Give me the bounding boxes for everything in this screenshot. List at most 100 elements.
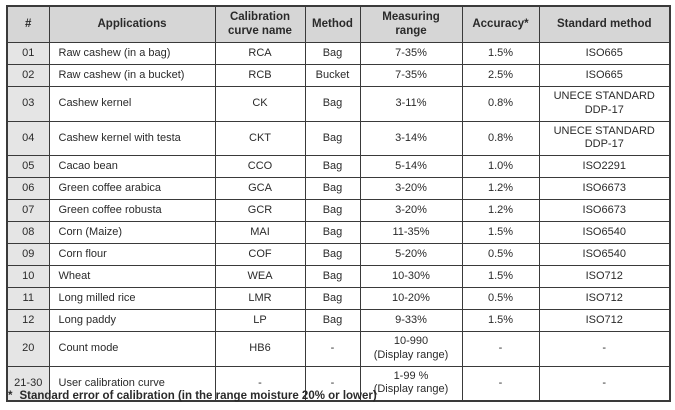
cell-standard: ISO6673 — [538, 177, 671, 201]
table-row: 04 Cashew kernel with testa CKT Bag 3-14% 0.8… — [6, 120, 671, 157]
cell-accuracy: 2.5% — [461, 64, 540, 88]
cell-range: 1-99 % (Display range) — [359, 365, 463, 402]
col-header-applications: Applications — [48, 5, 216, 44]
cell-accuracy: 0.5% — [461, 243, 540, 267]
cell-num: 11 — [6, 287, 50, 311]
col-header-calibration-curve: Calibration curve name — [214, 5, 306, 44]
cell-standard: ISO6540 — [538, 221, 671, 245]
cell-num: 06 — [6, 177, 50, 201]
cell-range: 3-14% — [359, 120, 463, 157]
cell-accuracy: 1.2% — [461, 199, 540, 223]
cell-curve: COF — [214, 243, 306, 267]
cell-method: - — [304, 331, 361, 367]
cell-range: 9-33% — [359, 309, 463, 333]
cell-app: Corn flour — [48, 243, 216, 267]
cell-num: 09 — [6, 243, 50, 267]
cell-accuracy: 0.8% — [461, 120, 540, 157]
cell-standard: ISO712 — [538, 265, 671, 289]
table-row: 01 Raw cashew (in a bag) RCA Bag 7-35% 1.5% IS… — [6, 42, 671, 66]
cell-curve: GCR — [214, 199, 306, 223]
cell-app: Cashew kernel with testa — [48, 120, 216, 157]
cell-range: 11-35% — [359, 221, 463, 245]
cell-method: Bag — [304, 221, 361, 245]
table-row: 11 Long milled rice LMR Bag 10-20% 0.5% ISO712 — [6, 287, 671, 311]
cell-range: 3-20% — [359, 199, 463, 223]
cell-curve: LP — [214, 309, 306, 333]
cell-range: 7-35% — [359, 64, 463, 88]
cell-num: 08 — [6, 221, 50, 245]
cell-curve: RCB — [214, 64, 306, 88]
cell-standard: ISO712 — [538, 287, 671, 311]
cell-standard: - — [538, 331, 671, 367]
table-row: 10 Wheat WEA Bag 10-30% 1.5% ISO712 — [6, 265, 671, 289]
cell-accuracy: - — [461, 331, 540, 367]
cell-range: 10-30% — [359, 265, 463, 289]
cell-method: Bag — [304, 199, 361, 223]
table-row: 12 Long paddy LP Bag 9-33% 1.5% ISO712 — [6, 309, 671, 333]
cell-app: Cacao bean — [48, 155, 216, 179]
col-header-measuring-range: Measuring range — [359, 5, 463, 44]
cell-method: Bag — [304, 42, 361, 66]
table-row: 06 Green coffee arabica GCA Bag 3-20% 1.2% ISO… — [6, 177, 671, 201]
calibration-table: # Applications Calibration curve name Me… — [6, 5, 671, 403]
cell-range: 5-20% — [359, 243, 463, 267]
cell-method: Bag — [304, 265, 361, 289]
table-row: 05 Cacao bean CCO Bag 5-14% 1.0% ISO2291 — [6, 155, 671, 179]
cell-app: Raw cashew (in a bucket) — [48, 64, 216, 88]
table-row: 08 Corn (Maize) MAI Bag 11-35% 1.5% ISO6540 — [6, 221, 671, 245]
cell-curve: CCO — [214, 155, 306, 179]
cell-standard: ISO665 — [538, 42, 671, 66]
cell-range: 10-20% — [359, 287, 463, 311]
cell-method: Bag — [304, 177, 361, 201]
cell-standard: ISO6673 — [538, 199, 671, 223]
cell-standard: ISO6540 — [538, 243, 671, 267]
cell-app: Cashew kernel — [48, 86, 216, 122]
cell-standard: UNECE STANDARD DDP-17 — [538, 86, 671, 122]
cell-method: Bucket — [304, 64, 361, 88]
cell-accuracy: 0.8% — [461, 86, 540, 122]
cell-curve: HB6 — [214, 331, 306, 367]
cell-curve: RCA — [214, 42, 306, 66]
cell-accuracy: 1.5% — [461, 42, 540, 66]
table-row: 09 Corn flour COF Bag 5-20% 0.5% ISO6540 — [6, 243, 671, 267]
table-header: # Applications Calibration curve name Me… — [6, 5, 671, 44]
cell-accuracy: - — [461, 365, 540, 402]
cell-method: Bag — [304, 155, 361, 179]
cell-range: 7-35% — [359, 42, 463, 66]
cell-num: 03 — [6, 86, 50, 122]
cell-num: 21-30 — [6, 365, 50, 402]
footnote-text: Standard error of calibration (in the ra… — [19, 390, 377, 402]
cell-app: Count mode — [48, 331, 216, 367]
table-row: 21-30 User calibration curve - -1-99 % (Dis… — [6, 365, 671, 402]
cell-curve: - — [214, 365, 306, 402]
cell-range: 5-14% — [359, 155, 463, 179]
cell-range: 10-990 (Display range) — [359, 331, 463, 367]
cell-app: Green coffee arabica — [48, 177, 216, 201]
table-row: 02 Raw cashew (in a bucket) RCB Bucket 7-35%… — [6, 64, 671, 88]
table-row: 03 Cashew kernel CK Bag 3-11% 0.8% UNECE STAND… — [6, 86, 671, 122]
cell-num: 02 — [6, 64, 50, 88]
cell-method: Bag — [304, 86, 361, 122]
cell-app: Corn (Maize) — [48, 221, 216, 245]
cell-num: 04 — [6, 120, 50, 157]
cell-app: Long milled rice — [48, 287, 216, 311]
cell-standard: ISO2291 — [538, 155, 671, 179]
cell-method: Bag — [304, 309, 361, 333]
cell-curve: CK — [214, 86, 306, 122]
cell-accuracy: 1.0% — [461, 155, 540, 179]
cell-method: Bag — [304, 120, 361, 157]
cell-curve: LMR — [214, 287, 306, 311]
cell-standard: UNECE STANDARD DDP-17 — [538, 120, 671, 157]
cell-accuracy: 1.5% — [461, 265, 540, 289]
cell-method: Bag — [304, 287, 361, 311]
col-header-method: Method — [304, 5, 361, 44]
cell-curve: WEA — [214, 265, 306, 289]
cell-num: 01 — [6, 42, 50, 66]
col-header-accuracy: Accuracy* — [461, 5, 540, 44]
col-header-standard-method: Standard method — [538, 5, 671, 44]
cell-curve: CKT — [214, 120, 306, 157]
cell-num: 07 — [6, 199, 50, 223]
cell-num: 20 — [6, 331, 50, 367]
cell-app: Wheat — [48, 265, 216, 289]
